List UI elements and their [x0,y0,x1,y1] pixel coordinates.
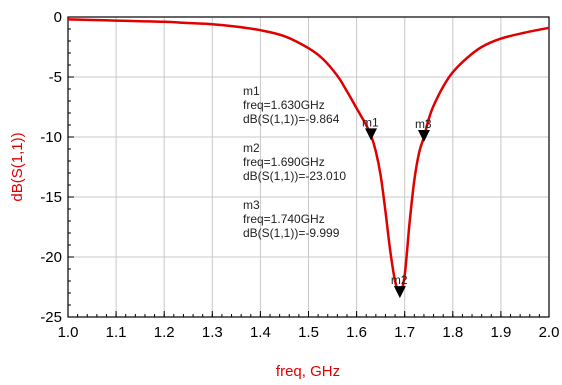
markers: m1 m2 m3 [362,115,432,299]
m1-marker-label: m1 [362,115,379,129]
m2-marker [393,286,406,299]
m3-name: m3 [243,198,260,212]
m3-freq: freq=1.740GHz [243,212,325,226]
m3-value: dB(S(1,1))=-9.999 [243,226,340,240]
x-tick-label: 1.3 [202,324,223,341]
s11-curve [67,18,550,295]
m1-value: dB(S(1,1))=-9.864 [243,112,340,126]
x-tick-label: 1.6 [346,324,367,341]
y-tick-label: -10 [40,129,62,146]
m2-name: m2 [243,141,260,155]
x-axis-title: freq, GHz [276,363,340,380]
y-tick-label: -15 [40,189,62,206]
x-tick-label: 1.0 [58,324,79,341]
x-tick-label: 1.5 [298,324,319,341]
m3-marker-label: m3 [415,117,432,131]
x-tick-label: 1.7 [394,324,415,341]
y-tick-label: 0 [54,9,62,26]
y-tick-label: -20 [40,249,62,266]
x-axis: 1.0 1.1 1.2 1.3 1.4 1.5 1.6 1.7 1.8 1.9 2.0 [58,311,560,341]
marker-annotations: m1 freq=1.630GHz dB(S(1,1))=-9.864 m2 fr… [243,84,346,240]
y-tick-label: -5 [49,69,62,86]
x-tick-label: 1.9 [490,324,511,341]
m2-value: dB(S(1,1))=-23.010 [243,169,346,183]
m1-name: m1 [243,84,260,98]
m2-marker-label: m2 [391,273,408,287]
m1-marker [365,128,378,141]
x-tick-label: 2.0 [539,324,560,341]
x-tick-label: 1.4 [250,324,271,341]
plot-frame [67,16,550,318]
m2-freq: freq=1.690GHz [243,155,325,169]
x-tick-label: 1.1 [106,324,127,341]
x-tick-label: 1.8 [442,324,463,341]
m3-marker [417,129,430,142]
x-tick-label: 1.2 [154,324,175,341]
y-axis-title: dB(S(1,1)) [9,132,26,201]
m1-freq: freq=1.630GHz [243,98,325,112]
y-tick-label: -25 [40,309,62,326]
